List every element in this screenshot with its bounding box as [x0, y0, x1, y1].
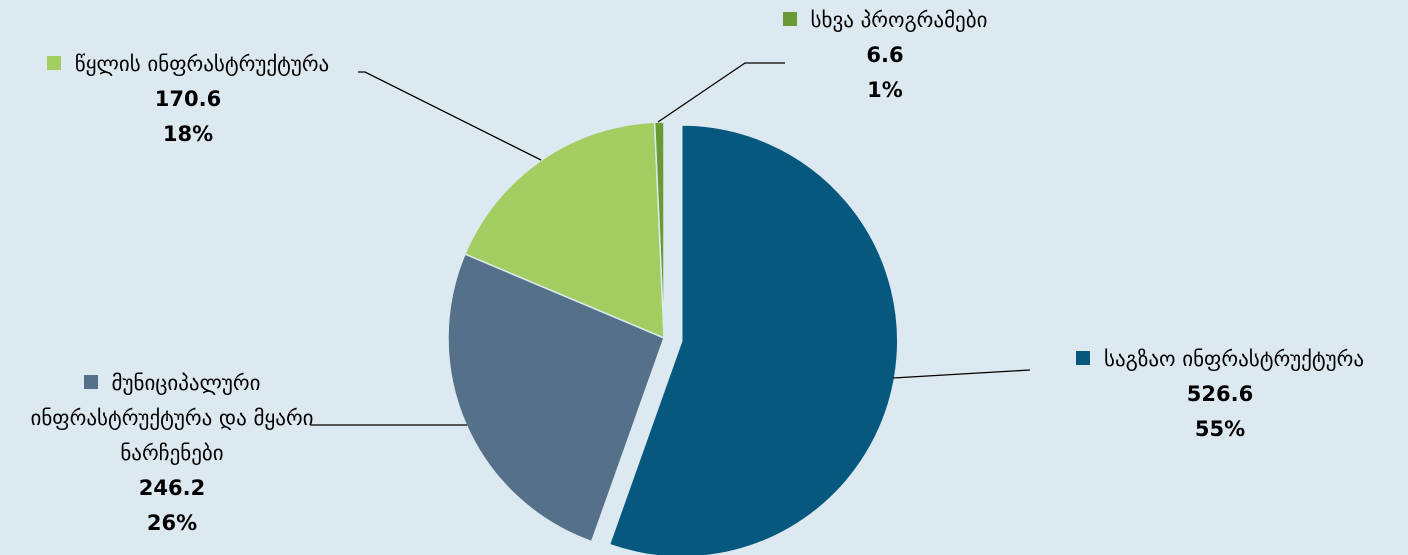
value-label: 6.6: [866, 43, 904, 67]
leader-line: [657, 62, 785, 123]
value-label: 170.6: [154, 87, 222, 111]
category-label: საგზაო ინფრასტრუქტურა: [1104, 347, 1364, 371]
data-label: მუნიციპალური ინფრასტრუქტურა და მყარი ნარ…: [22, 366, 322, 541]
leader-line: [892, 369, 1031, 379]
category-label: სხვა პროგრამები: [810, 8, 988, 32]
leader-lines: [310, 62, 1031, 426]
category-label: მუნიციპალური ინფრასტრუქტურა და მყარი ნარ…: [30, 371, 314, 465]
leader-line: [358, 71, 542, 161]
legend-marker: [46, 56, 61, 70]
percent-label: 1%: [867, 78, 903, 102]
legend-marker: [1076, 351, 1090, 365]
legend-marker: [782, 12, 797, 26]
value-label: 526.6: [1186, 382, 1254, 406]
percent-label: 26%: [146, 511, 198, 535]
value-label: 246.2: [138, 476, 206, 500]
pie-slice: [463, 121, 665, 340]
category-label: წყლის ინფრასტრუქტურა: [74, 52, 330, 76]
legend-marker: [83, 375, 98, 389]
percent-label: 18%: [162, 122, 214, 146]
percent-label: 55%: [1194, 417, 1246, 441]
data-label: საგზაო ინფრასტრუქტურა 526.6 55%: [1040, 342, 1400, 447]
data-label: წყლის ინფრასტრუქტურა 170.6 18%: [8, 47, 368, 152]
data-label: სხვა პროგრამები 6.6 1%: [770, 3, 1000, 108]
